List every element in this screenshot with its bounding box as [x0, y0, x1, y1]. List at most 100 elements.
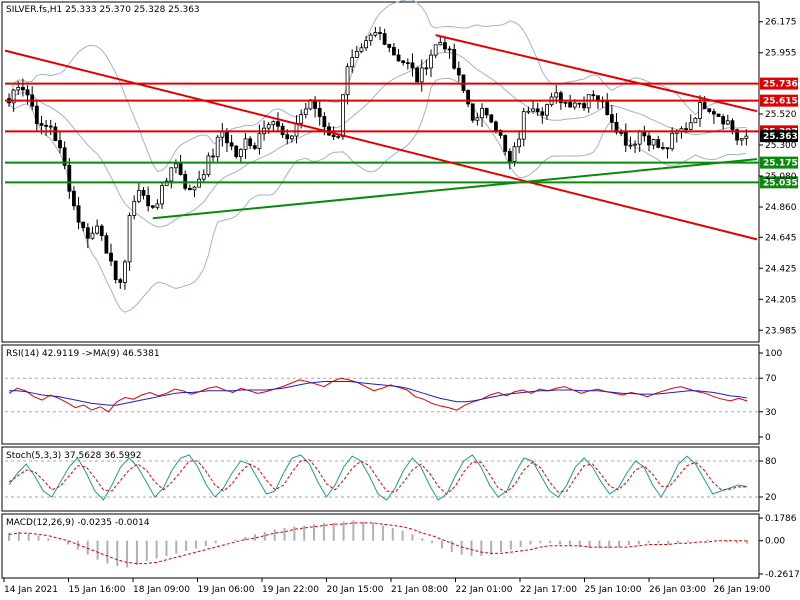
candle-body: [438, 42, 443, 46]
candlesticks: [7, 26, 749, 290]
level-tag-box: [760, 156, 798, 169]
candle-body: [647, 135, 651, 146]
candle-body: [67, 164, 72, 192]
candle-body: [201, 174, 206, 180]
candle-body: [21, 87, 25, 91]
candle-body: [712, 111, 716, 115]
price-tick-label: 25.955: [765, 49, 797, 59]
candle-body: [266, 124, 271, 129]
level-tag-25.736: 25.736: [763, 80, 798, 90]
candle-body: [354, 50, 359, 58]
candle-body: [39, 123, 44, 126]
level-tag-25.175: 25.175: [763, 159, 798, 169]
candle-body: [25, 89, 30, 96]
candle-body: [62, 147, 67, 166]
time-tick-label: 18 Jan 09:00: [133, 585, 190, 595]
candle-body: [475, 117, 480, 121]
candle-body: [456, 67, 461, 76]
stoch-pane[interactable]: [1, 446, 760, 512]
candle-body: [169, 167, 174, 182]
stoch-k-line: [8, 454, 748, 501]
stoch-tick-label: 80: [765, 457, 777, 467]
candle-body: [132, 200, 137, 216]
candle-body: [410, 62, 415, 69]
candle-body: [178, 163, 183, 175]
candle-body: [554, 92, 559, 98]
level-tag-box: [760, 77, 798, 90]
rsi-ma-line: [9, 381, 748, 406]
candle-body: [744, 135, 749, 139]
candle-body: [150, 205, 155, 208]
trendline-ascending-support: [152, 158, 758, 220]
time-tick-label: 15 Jan 16:00: [69, 585, 126, 595]
macd-pane[interactable]: [1, 513, 760, 579]
trendlines[interactable]: [4, 34, 758, 241]
candle-body: [591, 94, 596, 97]
candle-body: [563, 101, 568, 104]
candle-body: [503, 134, 508, 152]
candle-body: [206, 155, 211, 176]
rsi-tick-label: 70: [765, 374, 777, 384]
candle-body: [739, 138, 744, 141]
candle-body: [350, 57, 355, 68]
candle-body: [387, 43, 392, 48]
level-tag-box: [760, 176, 798, 189]
candle-body: [484, 108, 489, 116]
price-axis: 26.175 25.955 25.520 25.300 25.080 24.860 24.6…: [759, 18, 797, 336]
candle-body: [702, 102, 707, 110]
candle-body: [609, 114, 614, 123]
candle-body: [419, 67, 424, 83]
candle-body: [466, 90, 471, 105]
time-axis: 14 Jan 2021 15 Jan 16:00 18 Jan 09:00 19 Ja…: [3, 578, 771, 595]
candle-body: [359, 47, 364, 52]
candle-body: [401, 60, 406, 64]
candle-body: [725, 120, 730, 125]
candle-body: [572, 102, 577, 108]
price-tick-label: 25.080: [765, 172, 797, 182]
candle-body: [48, 125, 53, 128]
candle-body: [322, 116, 327, 128]
candle-body: [558, 92, 563, 104]
candle-body: [81, 221, 86, 229]
candle-body: [109, 252, 113, 262]
price-pane[interactable]: [1, 1, 760, 343]
macd-signal-line: [8, 522, 748, 565]
candle-body: [336, 135, 341, 138]
candle-body: [271, 121, 276, 126]
candle-body: [716, 113, 721, 117]
candle-body: [424, 67, 429, 70]
candle-body: [127, 215, 132, 263]
candle-body: [619, 131, 624, 134]
candle-body: [494, 121, 498, 131]
macd-tick-label: 0.00: [765, 537, 785, 547]
candle-body: [535, 108, 540, 113]
candle-body: [526, 110, 531, 113]
macd-label: MACD(12,26,9) -0.0235 -0.0014: [6, 518, 150, 528]
candle-body: [303, 108, 308, 116]
price-tick-label: 24.205: [765, 295, 797, 305]
stoch-d-line: [8, 459, 748, 495]
time-tick-label: 26 Jan 03:00: [649, 585, 706, 595]
candle-body: [507, 151, 512, 162]
candle-body: [396, 54, 401, 62]
candle-body: [531, 108, 535, 112]
candle-body: [480, 108, 484, 119]
candle-body: [160, 185, 164, 205]
rsi-pane[interactable]: [1, 344, 760, 445]
rsi-tick-label: 100: [765, 349, 782, 359]
candle-body: [628, 144, 633, 147]
rsi-line: [8, 377, 748, 413]
price-tick-label: 23.985: [765, 326, 797, 336]
trendline-descending-lower: [4, 49, 758, 241]
candle-body: [540, 111, 545, 116]
time-tick-label: 25 Jan 10:00: [585, 585, 642, 595]
candle-body: [707, 108, 712, 112]
chart-title: SILVER.fs,H1 25.333 25.370 25.328 25.363: [6, 5, 200, 15]
candle-body: [637, 131, 642, 145]
candle-body: [104, 235, 109, 254]
macd-tick-label: -0.2617: [765, 570, 800, 580]
candle-body: [660, 146, 665, 149]
rsi-tick-label: 0: [765, 433, 771, 443]
